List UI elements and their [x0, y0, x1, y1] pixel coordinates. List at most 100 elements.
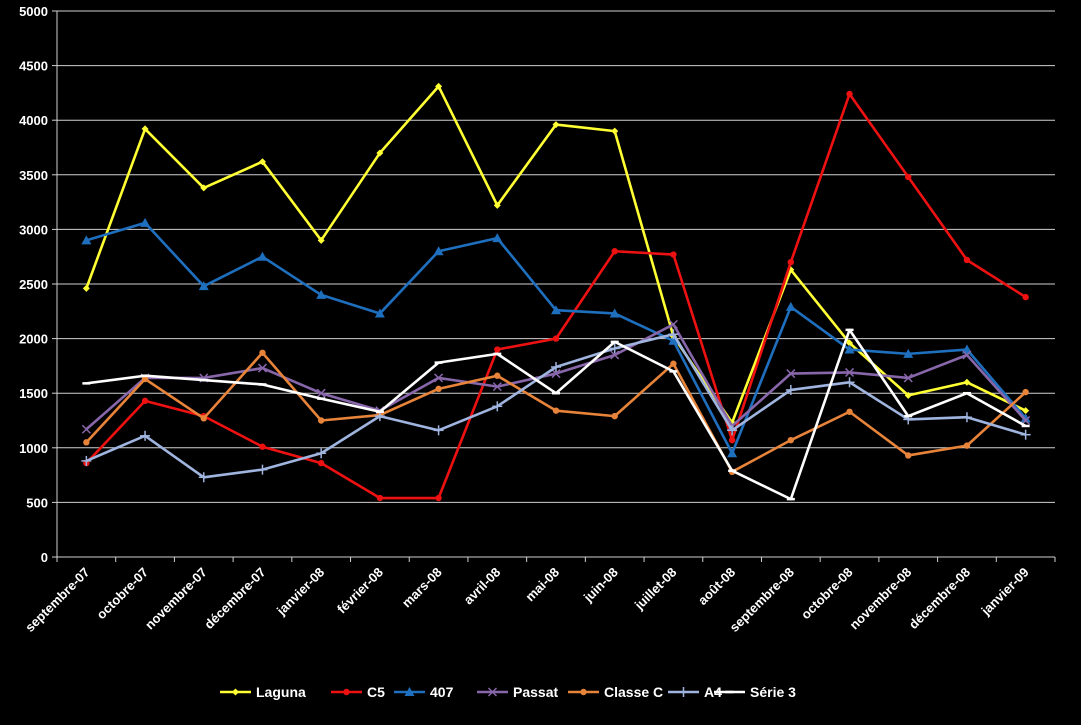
- legend-item-laguna: Laguna: [220, 684, 306, 700]
- data-point: [494, 346, 501, 353]
- data-point: [141, 397, 149, 405]
- data-point: [728, 436, 736, 444]
- y-tick-label: 5000: [19, 4, 48, 19]
- data-point: [232, 688, 239, 696]
- marker-stroke: [257, 363, 268, 373]
- series-407: [81, 217, 1031, 458]
- legend-label: Série 3: [750, 684, 796, 700]
- data-point: [258, 158, 266, 166]
- y-tick-label: 4000: [19, 113, 48, 128]
- y-tick-label: 2000: [19, 332, 48, 347]
- data-point: [846, 408, 853, 415]
- marker-stroke: [844, 367, 855, 377]
- data-point: [727, 448, 738, 458]
- marker-stroke: [786, 369, 796, 379]
- y-tick-label: 1500: [19, 386, 48, 401]
- legend-label: 407: [430, 684, 454, 700]
- data-point: [668, 319, 678, 329]
- marker-stroke: [962, 350, 972, 360]
- data-point: [961, 412, 972, 423]
- x-tick-label: février-08: [334, 565, 386, 617]
- data-point: [611, 127, 619, 135]
- legend-label: Passat: [513, 684, 558, 700]
- data-point: [551, 305, 561, 315]
- data-point: [611, 412, 618, 420]
- x-tick-label: juin-08: [580, 565, 621, 606]
- x-tick-label: octobre-07: [94, 565, 152, 623]
- x-tick-label: août-08: [695, 565, 738, 608]
- data-point: [435, 82, 443, 90]
- data-point: [316, 388, 326, 398]
- data-point: [435, 494, 442, 502]
- data-point: [492, 233, 503, 243]
- marker-stroke: [492, 382, 502, 392]
- data-point: [846, 90, 853, 98]
- series-line: [85, 332, 1027, 479]
- x-tick-label: janvier-08: [273, 565, 327, 619]
- y-tick-label: 3500: [19, 168, 48, 183]
- y-tick-label: 2500: [19, 277, 48, 292]
- data-point: [487, 687, 498, 697]
- data-point: [670, 251, 677, 258]
- data-point: [259, 443, 266, 450]
- data-point: [200, 415, 207, 422]
- data-point: [376, 149, 384, 157]
- data-point: [552, 335, 560, 342]
- data-point: [257, 251, 268, 261]
- data-point: [785, 301, 796, 311]
- data-point: [1020, 429, 1031, 440]
- data-point: [198, 281, 209, 291]
- legend-label: Classe C: [604, 684, 663, 700]
- data-point: [905, 173, 912, 181]
- gridlines: [57, 10, 1055, 503]
- data-point: [905, 452, 912, 459]
- data-point: [552, 121, 560, 129]
- data-point: [787, 258, 795, 266]
- data-point: [551, 369, 561, 379]
- marker-stroke: [903, 373, 913, 383]
- data-point: [785, 384, 796, 395]
- data-point: [343, 688, 350, 696]
- legend-label: A4: [704, 684, 722, 700]
- data-point: [609, 343, 620, 354]
- x-tick-label: juillet-08: [631, 565, 680, 614]
- data-point: [580, 688, 587, 696]
- data-point: [492, 382, 502, 392]
- data-point: [141, 375, 149, 383]
- data-point: [433, 425, 444, 436]
- x-tick-label: décembre-07: [201, 565, 268, 632]
- data-point: [433, 246, 444, 256]
- data-point: [257, 464, 268, 475]
- y-tick-label: 1000: [19, 441, 48, 456]
- series-série-3: [82, 328, 1030, 501]
- data-point: [844, 377, 855, 388]
- data-point: [1022, 388, 1029, 396]
- legend-item-série-3: Série 3: [714, 684, 796, 700]
- y-tick-label: 0: [41, 550, 48, 565]
- data-point: [374, 308, 385, 318]
- data-point: [493, 201, 501, 209]
- data-point: [404, 687, 415, 696]
- data-point: [140, 217, 151, 227]
- data-point: [963, 442, 971, 449]
- legend-item-classe-c: Classe C: [568, 684, 663, 700]
- data-point: [963, 378, 971, 386]
- data-point: [317, 459, 325, 467]
- data-point: [670, 360, 677, 367]
- data-point: [961, 344, 972, 354]
- marker-stroke: [610, 350, 620, 360]
- marker-stroke: [487, 687, 498, 697]
- data-point: [609, 308, 620, 318]
- data-point: [610, 350, 620, 360]
- data-point: [668, 329, 679, 340]
- data-point: [259, 349, 266, 356]
- data-point: [82, 284, 90, 292]
- data-point: [611, 248, 618, 255]
- data-point: [81, 455, 92, 466]
- data-point: [434, 373, 444, 383]
- data-point: [316, 448, 327, 459]
- marker-stroke: [668, 319, 678, 329]
- data-point: [551, 361, 561, 372]
- data-point: [1022, 293, 1029, 301]
